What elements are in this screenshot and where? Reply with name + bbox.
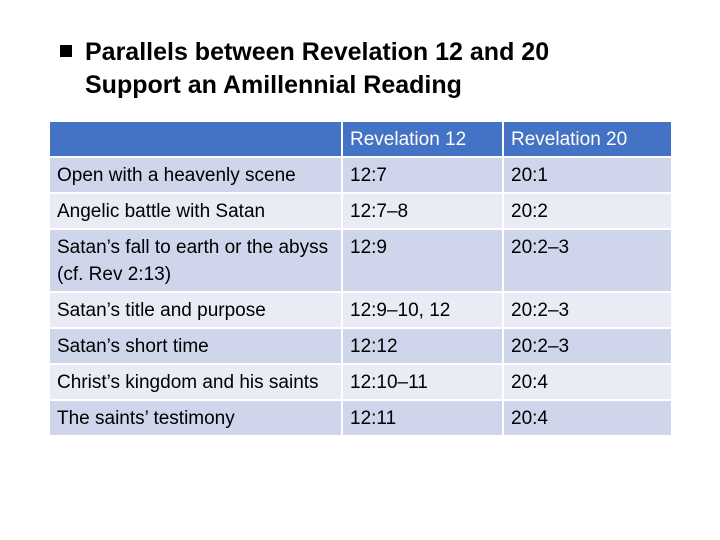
header-cell-rev20: Revelation 20 xyxy=(502,122,671,158)
rev20-ref: 20:4 xyxy=(502,364,671,401)
table-row: Satan’s fall to earth or the abyss (cf. … xyxy=(50,229,671,293)
row-label: Satan’s fall to earth or the abyss (cf. … xyxy=(50,229,342,293)
title-line-1: Parallels between Revelation 12 and 20 xyxy=(85,38,550,66)
table-row: Satan’s short time 12:12 20:2–3 xyxy=(50,328,671,365)
row-label: Open with a heavenly scene xyxy=(50,157,342,194)
rev12-ref: 12:10–11 xyxy=(341,364,503,401)
rev12-ref: 12:7 xyxy=(341,157,503,194)
rev20-ref: 20:4 xyxy=(502,400,671,437)
rev12-ref: 12:9 xyxy=(341,229,503,293)
rev12-ref: 12:12 xyxy=(341,328,503,365)
table-row: Open with a heavenly scene 12:7 20:1 xyxy=(50,157,671,194)
table-row: Satan’s title and purpose 12:9–10, 12 20… xyxy=(50,292,671,329)
title-line-2: Support an Amillennial Reading xyxy=(85,71,462,99)
row-label: The saints’ testimony xyxy=(50,400,342,437)
row-label: Angelic battle with Satan xyxy=(50,193,342,230)
rev20-ref: 20:2–3 xyxy=(502,328,671,365)
rev12-ref: 12:9–10, 12 xyxy=(341,292,503,329)
row-label: Satan’s title and purpose xyxy=(50,292,342,329)
rev12-ref: 12:7–8 xyxy=(341,193,503,230)
table-row: Angelic battle with Satan 12:7–8 20:2 xyxy=(50,193,671,230)
row-label: Christ’s kingdom and his saints xyxy=(50,364,342,401)
header-cell-rev12: Revelation 12 xyxy=(341,122,503,158)
bullet-icon xyxy=(60,45,72,57)
rev20-ref: 20:2–3 xyxy=(502,292,671,329)
parallels-table: Revelation 12 Revelation 20 Open with a … xyxy=(50,122,671,437)
slide-title: Parallels between Revelation 12 and 20 S… xyxy=(60,36,680,102)
table-row: The saints’ testimony 12:11 20:4 xyxy=(50,400,671,437)
rev20-ref: 20:2–3 xyxy=(502,229,671,293)
header-cell-empty xyxy=(50,122,342,158)
row-label: Satan’s short time xyxy=(50,328,342,365)
rev12-ref: 12:11 xyxy=(341,400,503,437)
table-header-row: Revelation 12 Revelation 20 xyxy=(50,122,671,158)
rev20-ref: 20:1 xyxy=(502,157,671,194)
table-row: Christ’s kingdom and his saints 12:10–11… xyxy=(50,364,671,401)
rev20-ref: 20:2 xyxy=(502,193,671,230)
